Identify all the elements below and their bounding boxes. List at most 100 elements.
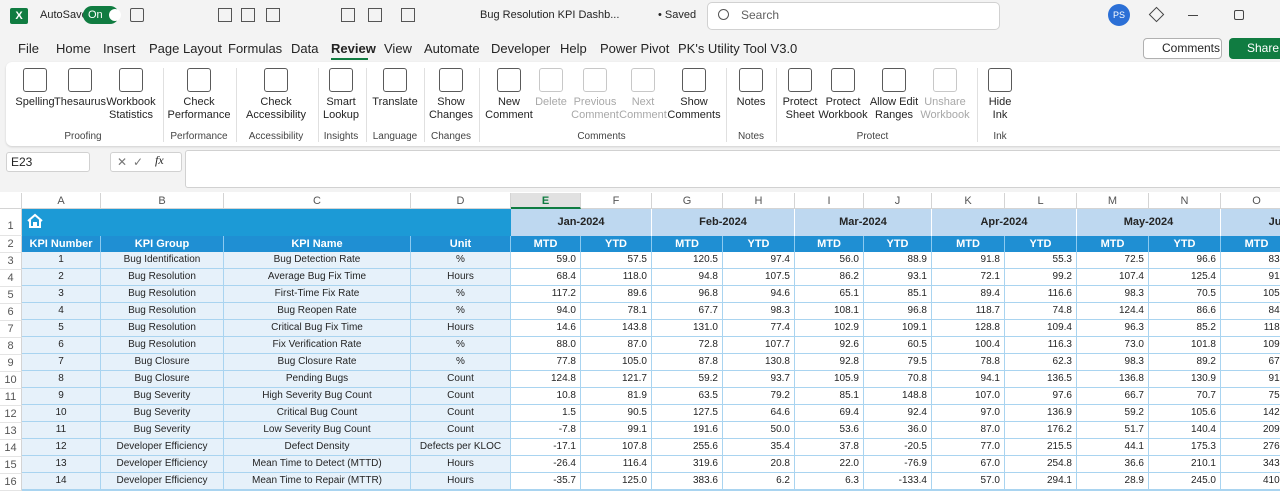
fx-label[interactable]: fx (155, 153, 164, 167)
ribbon-tab[interactable]: Formulas (228, 41, 283, 56)
ribbon-icon[interactable] (497, 68, 521, 92)
user-avatar[interactable]: PS (1108, 4, 1130, 26)
qat-icon[interactable] (341, 8, 355, 22)
ribbon-icon[interactable] (68, 68, 92, 92)
row-header[interactable]: 1 (0, 209, 22, 236)
column-header[interactable]: D (411, 193, 511, 209)
qat-icon[interactable] (266, 8, 280, 22)
ribbon-tab[interactable]: File (18, 41, 39, 56)
row-header[interactable]: 5 (0, 287, 22, 304)
row-header[interactable]: 3 (0, 253, 22, 270)
ribbon-icon[interactable] (739, 68, 763, 92)
ribbon-button-label[interactable]: Performance (167, 109, 231, 121)
save-icon[interactable] (130, 8, 144, 22)
ribbon-button-label[interactable]: Show (680, 96, 708, 108)
ribbon-button-label[interactable]: Smart (326, 96, 356, 108)
name-box[interactable]: E23 (6, 152, 90, 172)
ribbon-button-label[interactable]: Translate (372, 96, 418, 108)
ribbon-icon[interactable] (383, 68, 407, 92)
ribbon-icon[interactable] (439, 68, 463, 92)
formula-input[interactable] (185, 150, 1280, 188)
search-box[interactable] (707, 2, 1000, 30)
row-header[interactable]: 6 (0, 304, 22, 321)
ribbon-button-label[interactable]: Ink (992, 109, 1008, 121)
ribbon-icon[interactable] (882, 68, 906, 92)
ribbon-button-label[interactable]: Allow Edit (869, 96, 919, 108)
ribbon-button-label[interactable]: Ranges (875, 109, 913, 121)
ribbon-icon[interactable] (682, 68, 706, 92)
row-header[interactable]: 14 (0, 440, 22, 457)
ribbon-button-label[interactable]: Show (437, 96, 465, 108)
ribbon-button-label[interactable]: Accessibility (246, 109, 306, 121)
column-header[interactable]: C (224, 193, 411, 209)
ribbon-tab[interactable]: Power Pivot (600, 41, 670, 56)
row-header[interactable]: 2 (0, 236, 22, 253)
ribbon-tab[interactable]: Automate (424, 41, 480, 56)
row-header[interactable]: 15 (0, 457, 22, 474)
ribbon-icon[interactable] (23, 68, 47, 92)
ribbon-button-label[interactable]: Lookup (322, 109, 360, 121)
ribbon-tab[interactable]: Page Layout (149, 41, 223, 56)
ribbon-button-label[interactable]: Statistics (108, 109, 153, 121)
column-header[interactable]: H (723, 193, 795, 209)
row-header[interactable]: 9 (0, 355, 22, 372)
row-header[interactable]: 16 (0, 474, 22, 491)
qat-icon[interactable] (218, 8, 232, 22)
ribbon-button-label[interactable]: Comments (667, 109, 721, 121)
ribbon-button-label[interactable]: Notes (736, 96, 766, 108)
column-header[interactable]: F (581, 193, 652, 209)
ribbon-tab[interactable]: Data (291, 41, 319, 56)
row-header[interactable]: 13 (0, 423, 22, 440)
column-header[interactable]: L (1005, 193, 1077, 209)
ribbon-button-label[interactable]: Workbook (106, 96, 156, 108)
column-header[interactable]: E (511, 193, 581, 209)
row-header[interactable]: 11 (0, 389, 22, 406)
column-header[interactable]: K (932, 193, 1005, 209)
ribbon-icon[interactable] (329, 68, 353, 92)
column-header[interactable]: I (795, 193, 864, 209)
ribbon-icon[interactable] (788, 68, 812, 92)
column-header[interactable]: J (864, 193, 932, 209)
ribbon-button-label[interactable]: Protect (825, 96, 861, 108)
column-header[interactable]: G (652, 193, 723, 209)
ribbon-button-label[interactable]: Comment (485, 109, 533, 121)
select-all[interactable] (0, 193, 22, 209)
ribbon-button-label[interactable]: Check (260, 96, 292, 108)
ribbon-button-label[interactable]: Sheet (785, 109, 815, 121)
ribbon-icon[interactable] (119, 68, 143, 92)
ribbon-button-label[interactable]: Changes (428, 109, 474, 121)
ribbon-icon[interactable] (831, 68, 855, 92)
column-header[interactable]: B (101, 193, 224, 209)
ribbon-button-label[interactable]: Protect (782, 96, 818, 108)
share-button[interactable]: Share (1229, 38, 1280, 59)
column-header[interactable]: M (1077, 193, 1149, 209)
ribbon-button-label[interactable]: Workbook (818, 109, 868, 121)
ribbon-button-label[interactable]: Thesaurus (54, 96, 106, 108)
row-header[interactable]: 4 (0, 270, 22, 287)
ribbon-tab[interactable]: PK's Utility Tool V3.0 (678, 41, 798, 56)
row-header[interactable]: 7 (0, 321, 22, 338)
minimize-button[interactable] (1188, 15, 1198, 16)
qat-icon[interactable] (368, 8, 382, 22)
column-header[interactable]: O (1221, 193, 1280, 209)
comments-button[interactable]: Comments (1143, 38, 1222, 59)
ribbon-tab[interactable]: Home (56, 41, 91, 56)
ribbon-tab[interactable]: Review (331, 41, 376, 56)
ribbon-button-label[interactable]: Spelling (15, 96, 55, 108)
ribbon-button-label[interactable]: Hide (988, 96, 1012, 108)
qat-icon[interactable] (241, 8, 255, 22)
premium-icon[interactable] (1148, 6, 1165, 23)
ribbon-tab[interactable]: Insert (103, 41, 136, 56)
ribbon-tab[interactable]: Help (560, 41, 587, 56)
ribbon-icon[interactable] (187, 68, 211, 92)
ribbon-button-label[interactable]: Check (183, 96, 215, 108)
column-header[interactable]: N (1149, 193, 1221, 209)
row-header[interactable]: 10 (0, 372, 22, 389)
ribbon-icon[interactable] (264, 68, 288, 92)
restore-button[interactable] (1234, 10, 1244, 20)
ribbon-tab[interactable]: View (384, 41, 412, 56)
ribbon-button-label[interactable]: New (497, 96, 520, 108)
column-header[interactable]: A (22, 193, 101, 209)
ribbon-tab[interactable]: Developer (491, 41, 551, 56)
ribbon-icon[interactable] (988, 68, 1012, 92)
